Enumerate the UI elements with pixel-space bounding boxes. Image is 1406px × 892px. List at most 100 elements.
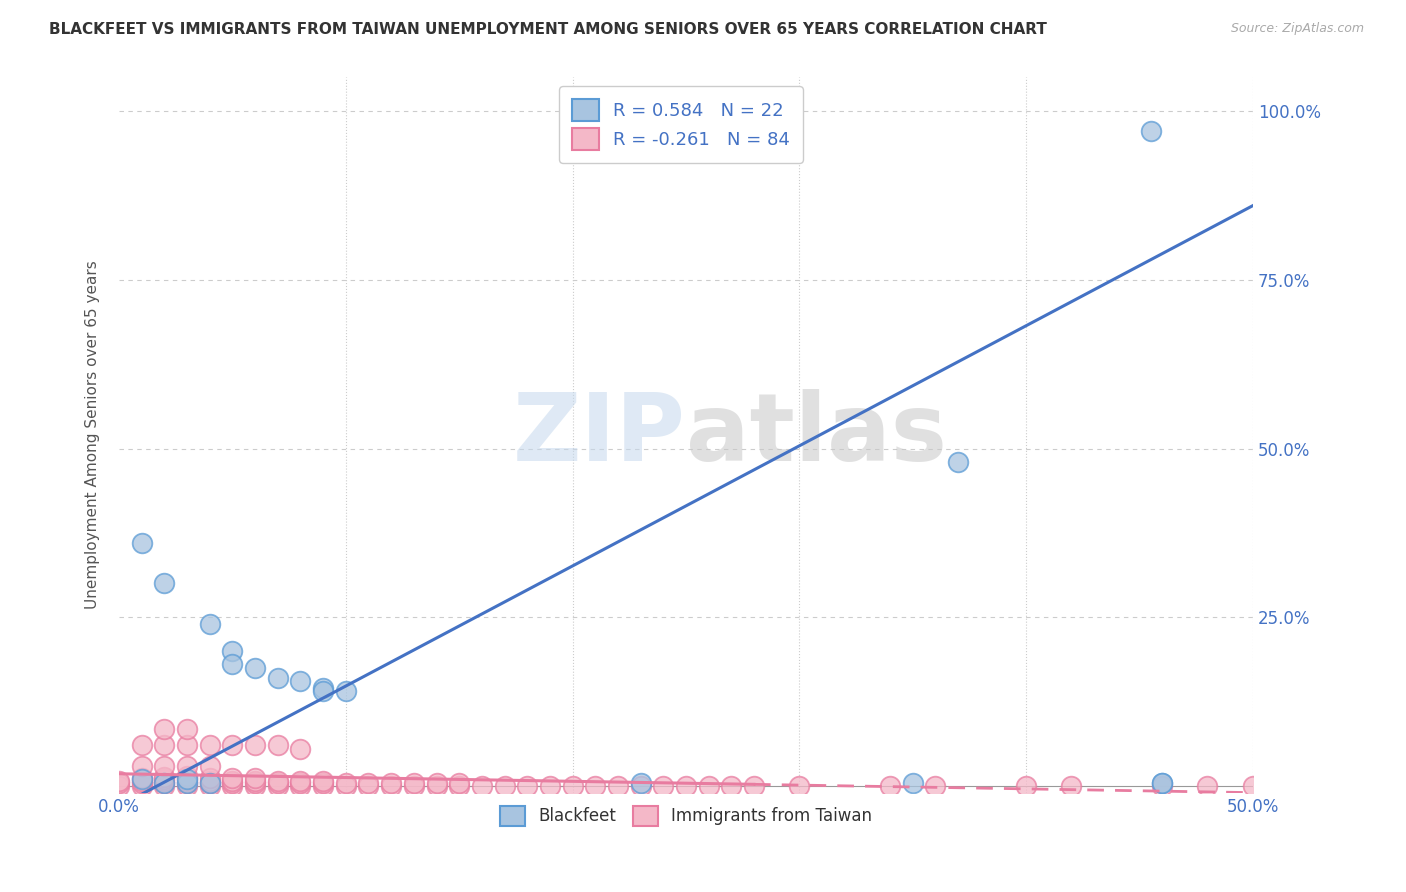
Point [221, 776, 243, 790]
Point [221, 771, 243, 785]
Point [742, 779, 765, 793]
Legend: Blackfeet, Immigrants from Taiwan: Blackfeet, Immigrants from Taiwan [492, 797, 880, 834]
Point [243, 779, 266, 793]
Point [176, 739, 198, 753]
Point [176, 722, 198, 736]
Point [335, 684, 357, 698]
Point [221, 657, 243, 672]
Point [561, 779, 583, 793]
Point [153, 758, 176, 772]
Point [153, 770, 176, 784]
Point [198, 617, 221, 632]
Point [176, 771, 198, 785]
Point [1152, 779, 1174, 793]
Point [153, 779, 176, 793]
Point [425, 776, 447, 790]
Point [1197, 779, 1219, 793]
Point [675, 779, 697, 793]
Point [357, 776, 380, 790]
Point [131, 758, 153, 772]
Point [153, 775, 176, 789]
Point [267, 779, 290, 793]
Point [1241, 779, 1264, 793]
Point [1139, 124, 1161, 138]
Point [131, 773, 153, 788]
Point [131, 779, 153, 793]
Point [176, 772, 198, 786]
Point [494, 779, 516, 793]
Point [606, 779, 628, 793]
Point [198, 779, 221, 793]
Point [267, 671, 290, 685]
Point [221, 773, 243, 788]
Point [538, 779, 561, 793]
Point [380, 776, 402, 790]
Point [221, 739, 243, 753]
Point [243, 661, 266, 675]
Text: atlas: atlas [686, 389, 948, 481]
Point [335, 779, 357, 793]
Point [901, 775, 924, 789]
Point [312, 779, 335, 793]
Point [153, 722, 176, 736]
Point [402, 779, 425, 793]
Point [221, 779, 243, 793]
Point [198, 775, 221, 789]
Point [176, 775, 198, 789]
Point [153, 576, 176, 591]
Point [312, 773, 335, 788]
Point [1060, 779, 1083, 793]
Point [652, 779, 675, 793]
Point [176, 769, 198, 783]
Point [176, 776, 198, 790]
Y-axis label: Unemployment Among Seniors over 65 years: Unemployment Among Seniors over 65 years [86, 260, 100, 609]
Point [720, 779, 742, 793]
Text: Source: ZipAtlas.com: Source: ZipAtlas.com [1230, 22, 1364, 36]
Point [449, 779, 471, 793]
Point [380, 779, 402, 793]
Point [425, 779, 447, 793]
Point [108, 775, 131, 789]
Point [176, 773, 198, 788]
Point [108, 779, 131, 793]
Point [153, 739, 176, 753]
Point [108, 773, 131, 788]
Point [312, 776, 335, 790]
Point [946, 455, 969, 469]
Point [198, 758, 221, 772]
Point [290, 674, 312, 689]
Point [1152, 775, 1174, 789]
Point [198, 773, 221, 788]
Point [131, 771, 153, 785]
Point [198, 739, 221, 753]
Point [583, 779, 606, 793]
Point [131, 739, 153, 753]
Point [290, 776, 312, 790]
Text: BLACKFEET VS IMMIGRANTS FROM TAIWAN UNEMPLOYMENT AMONG SENIORS OVER 65 YEARS COR: BLACKFEET VS IMMIGRANTS FROM TAIWAN UNEM… [49, 22, 1047, 37]
Point [243, 739, 266, 753]
Point [243, 771, 266, 785]
Point [924, 779, 946, 793]
Point [1152, 775, 1174, 789]
Point [1015, 779, 1038, 793]
Point [176, 779, 198, 793]
Point [290, 773, 312, 788]
Point [357, 779, 380, 793]
Point [471, 779, 494, 793]
Point [630, 775, 652, 789]
Point [697, 779, 720, 793]
Point [131, 772, 153, 786]
Point [312, 681, 335, 695]
Point [131, 536, 153, 550]
Point [267, 773, 290, 788]
Point [198, 771, 221, 785]
Point [243, 776, 266, 790]
Point [516, 779, 538, 793]
Point [153, 772, 176, 786]
Point [449, 776, 471, 790]
Point [153, 773, 176, 788]
Point [221, 644, 243, 658]
Text: ZIP: ZIP [513, 389, 686, 481]
Point [879, 779, 901, 793]
Point [630, 779, 652, 793]
